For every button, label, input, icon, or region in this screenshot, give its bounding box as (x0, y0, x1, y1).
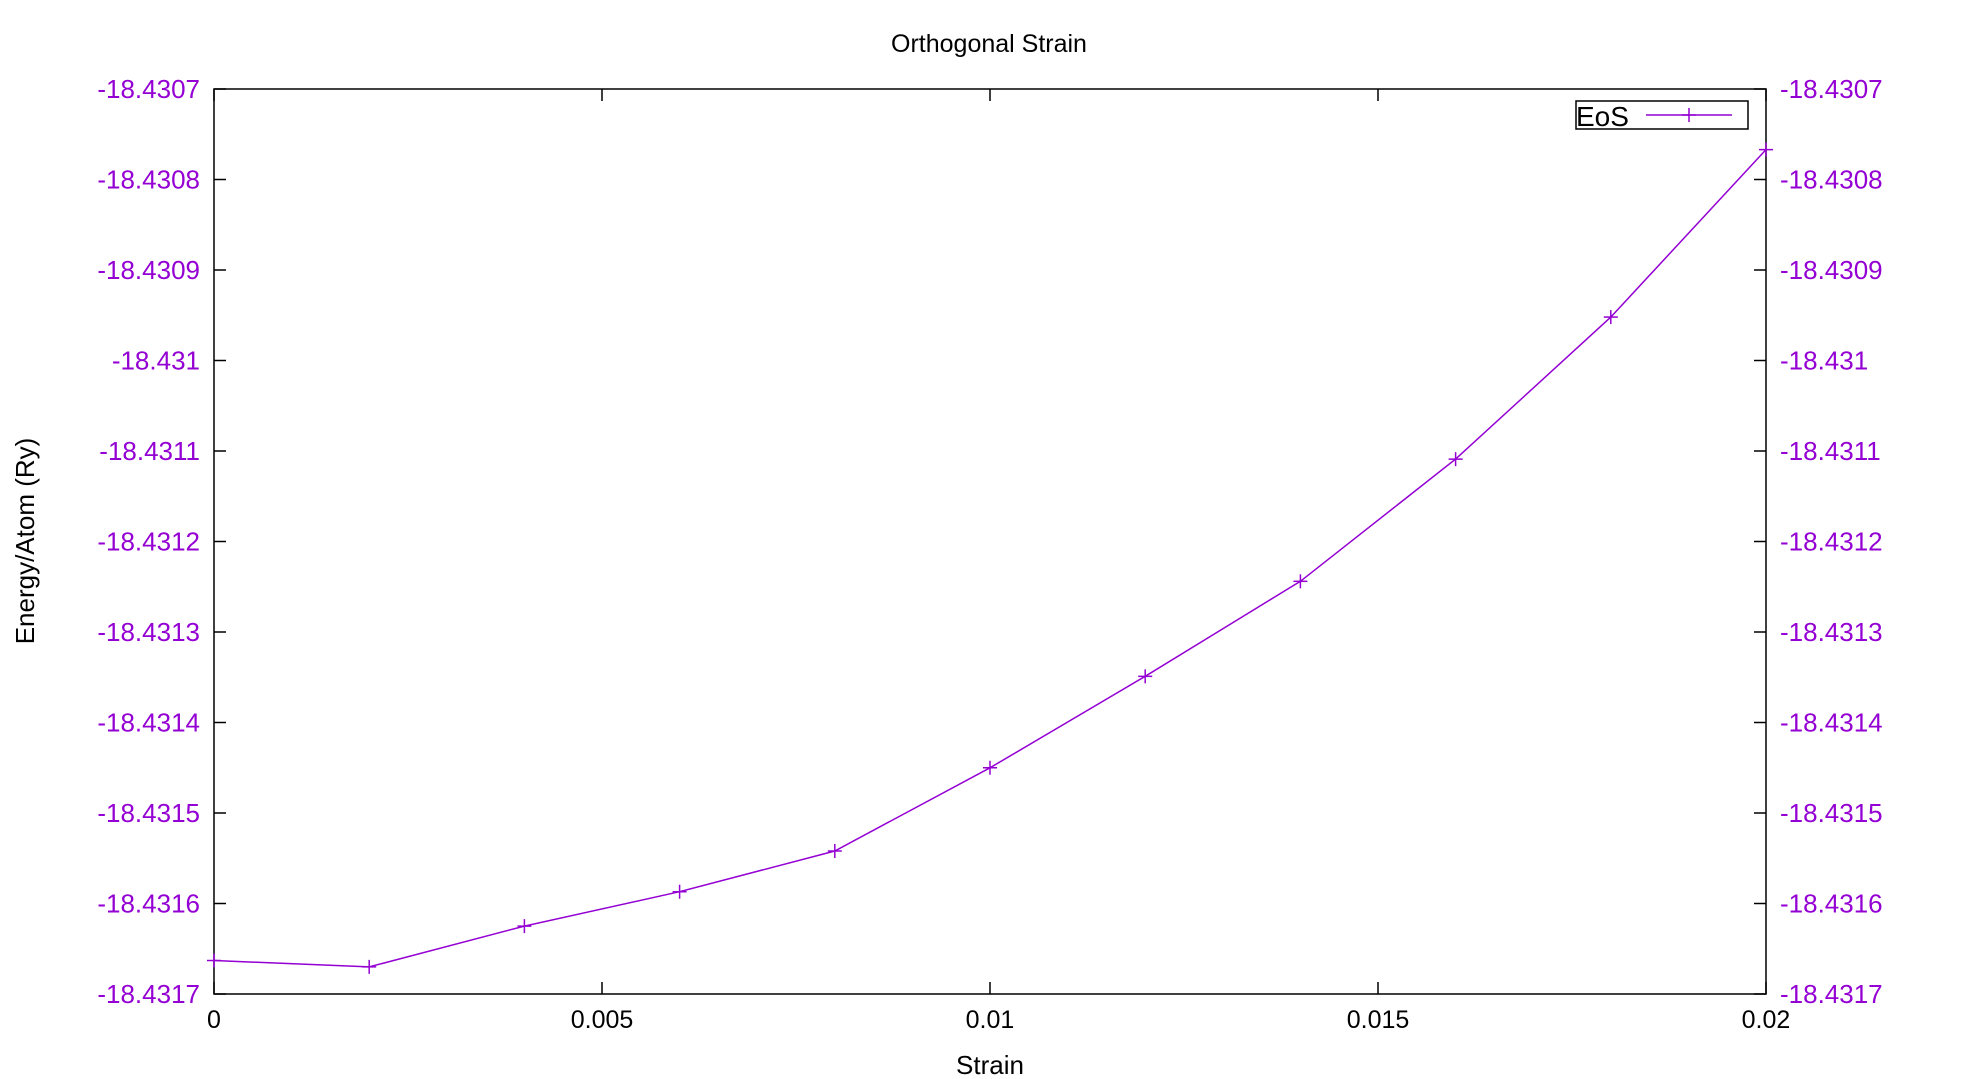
data-point (1293, 574, 1308, 589)
y-tick-label-left: -18.4308 (97, 165, 200, 195)
data-point (827, 844, 842, 859)
data-point (1603, 310, 1618, 325)
y-tick-label-left: -18.4311 (99, 436, 200, 466)
data-point (672, 884, 687, 899)
x-tick-label: 0.005 (571, 1006, 634, 1034)
y-tick-label-left: -18.4309 (97, 255, 200, 285)
y-tick-label-left: -18.431 (112, 346, 200, 376)
y-tick-label-right: -18.4315 (1780, 798, 1883, 828)
y-tick-label-right: -18.4309 (1780, 255, 1883, 285)
y-tick-label-right: -18.4308 (1780, 165, 1883, 195)
x-axis: 0 0.005 0.01 0.015 0.02 (207, 89, 1790, 1034)
y-tick-label-left: -18.4313 (97, 617, 200, 647)
y-axis-right: -18.4307 -18.4308 -18.4309 -18.431 -18.4311 -… (1754, 74, 1883, 1009)
y-tick-label-right: -18.4314 (1780, 708, 1883, 738)
y-tick-label-right: -18.4316 (1780, 889, 1883, 919)
x-tick-label: 0.02 (1742, 1006, 1791, 1034)
y-tick-label-right: -18.4317 (1780, 979, 1883, 1009)
plot-area-border (213, 88, 1767, 995)
data-point (362, 959, 377, 974)
chart-title: Orthogonal Strain (891, 30, 1087, 58)
y-axis-label: Energy/Atom (Ry) (10, 438, 40, 645)
x-tick-label: 0.015 (1347, 1006, 1410, 1034)
x-tick-label: 0.01 (966, 1006, 1015, 1034)
data-point (983, 760, 997, 775)
series-layer (207, 142, 1773, 974)
data-point (207, 953, 221, 968)
legend-swatch-marker (1682, 108, 1696, 122)
data-point (1138, 669, 1153, 684)
data-point (1759, 142, 1773, 157)
y-tick-label-left: -18.4315 (97, 798, 200, 828)
y-tick-label-left: -18.4312 (97, 527, 200, 557)
data-point (1448, 452, 1463, 467)
x-tick-label: 0 (207, 1006, 221, 1034)
y-tick-label-left: -18.4314 (97, 708, 200, 738)
y-tick-label-right: -18.4312 (1780, 527, 1883, 557)
y-tick-label-left: -18.4307 (97, 74, 200, 104)
y-tick-label-left: -18.4316 (97, 889, 200, 919)
y-tick-label-left: -18.4317 (97, 979, 200, 1009)
y-tick-label-right: -18.431 (1780, 346, 1868, 376)
legend-label: EoS (1576, 101, 1629, 132)
plot-frame (213, 88, 1767, 995)
series-line-eos (213, 149, 1767, 968)
y-tick-label-right: -18.4311 (1780, 436, 1881, 466)
legend: EoS (1575, 100, 1749, 132)
y-tick-label-right: -18.4307 (1780, 74, 1883, 104)
data-point (517, 919, 532, 934)
x-axis-label: Strain (956, 1050, 1024, 1079)
y-axis-left: -18.4307 -18.4308 -18.4309 -18.431 -18.4311 -… (97, 74, 226, 1009)
y-tick-label-right: -18.4313 (1780, 617, 1883, 647)
